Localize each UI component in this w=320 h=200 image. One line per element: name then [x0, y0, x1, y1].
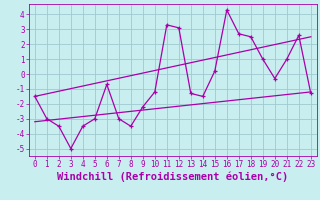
X-axis label: Windchill (Refroidissement éolien,°C): Windchill (Refroidissement éolien,°C) — [57, 172, 288, 182]
